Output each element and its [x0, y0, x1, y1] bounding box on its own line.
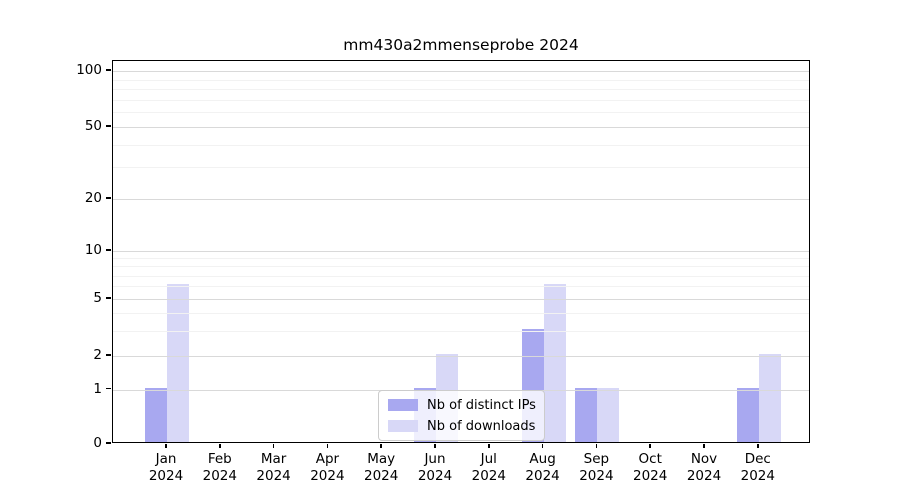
bar-distinct-ips: [145, 387, 167, 442]
gridline-minor: [113, 112, 809, 114]
x-tick-label: Sep 2024: [579, 451, 614, 484]
x-tick-label: May 2024: [364, 451, 399, 484]
x-tick-label: Apr 2024: [310, 451, 345, 484]
x-tick-mark: [488, 444, 490, 448]
x-tick-mark: [703, 444, 705, 448]
y-tick-mark: [106, 69, 111, 71]
gridline-major: [113, 199, 809, 200]
y-tick-label: 0: [93, 435, 102, 451]
y-tick-label: 100: [76, 62, 102, 78]
gridline-minor: [113, 79, 809, 81]
plot-area: [112, 60, 810, 443]
y-tick-label: 50: [84, 118, 102, 134]
x-tick-label: Jan 2024: [148, 451, 184, 484]
legend-item-downloads: Nb of downloads: [388, 417, 536, 435]
x-tick-mark: [541, 444, 544, 448]
gridline-minor: [113, 167, 809, 169]
x-tick-mark: [272, 444, 275, 448]
bar-downloads: [758, 354, 781, 442]
legend-swatch-distinct-ips: [388, 399, 418, 411]
x-tick-label: Nov 2024: [686, 451, 722, 484]
x-tick-label: Feb 2024: [202, 451, 237, 484]
x-tick-mark: [165, 444, 167, 448]
y-tick-mark: [106, 297, 111, 299]
legend: Nb of distinct IPs Nb of downloads: [378, 390, 545, 441]
x-tick-mark: [380, 444, 382, 448]
x-tick-mark: [326, 444, 329, 448]
x-tick-label: Jul 2024: [471, 451, 506, 484]
gridline-minor: [113, 286, 809, 288]
y-tick-label: 10: [84, 242, 102, 258]
y-tick-label: 1: [93, 380, 102, 397]
y-tick-mark: [106, 197, 111, 199]
y-tick-mark: [106, 125, 111, 127]
x-tick-mark: [434, 444, 436, 448]
gridline-minor: [113, 266, 809, 268]
bar-distinct-ips: [575, 387, 598, 442]
x-tick-label: Aug 2024: [525, 451, 560, 484]
gridline-major: [113, 127, 809, 128]
gridline-minor: [113, 275, 809, 277]
gridline-minor: [113, 144, 809, 146]
y-tick-mark: [106, 442, 111, 444]
chart-title: mm430a2mmenseprobe 2024: [343, 36, 579, 54]
y-tick-label: 20: [84, 190, 102, 206]
gridline-minor: [113, 258, 809, 260]
x-tick-label: Oct 2024: [633, 451, 668, 484]
gridline-major: [113, 251, 809, 252]
x-tick-mark: [595, 444, 598, 448]
x-tick-label: Dec 2024: [740, 451, 775, 484]
gridline-minor: [113, 312, 809, 314]
y-tick-mark: [106, 387, 111, 390]
x-tick-mark: [757, 444, 759, 448]
legend-label-distinct-ips: Nb of distinct IPs: [427, 397, 536, 413]
legend-item-distinct-ips: Nb of distinct IPs: [388, 396, 536, 414]
y-tick-mark: [106, 249, 111, 251]
gridline-minor: [113, 330, 809, 332]
gridline-minor: [113, 99, 809, 101]
bar-downloads: [597, 387, 620, 442]
gridline-major: [113, 299, 809, 300]
gridline-major: [113, 356, 809, 357]
legend-swatch-downloads: [388, 420, 418, 432]
gridline-major: [113, 71, 809, 72]
bar-distinct-ips: [736, 387, 759, 442]
y-tick-label: 5: [93, 290, 102, 306]
x-tick-label: Jun 2024: [417, 451, 453, 484]
x-tick-mark: [649, 444, 651, 448]
gridline-minor: [113, 89, 809, 91]
bar-downloads: [167, 284, 189, 442]
y-tick-mark: [106, 354, 111, 356]
legend-label-downloads: Nb of downloads: [427, 418, 536, 434]
y-tick-label: 2: [93, 347, 102, 363]
bar-downloads: [543, 284, 566, 442]
x-tick-mark: [219, 444, 221, 448]
x-tick-label: Mar 2024: [256, 451, 291, 484]
